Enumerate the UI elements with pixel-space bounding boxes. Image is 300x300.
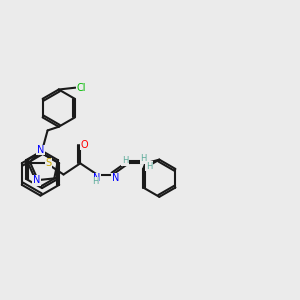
Text: H: H: [92, 177, 99, 186]
Text: S: S: [45, 158, 51, 168]
Text: N: N: [33, 175, 40, 185]
Text: N: N: [93, 173, 101, 183]
Text: H: H: [122, 156, 128, 165]
Text: H: H: [140, 154, 147, 163]
Text: N: N: [37, 145, 44, 155]
Text: H: H: [146, 162, 152, 171]
Text: N: N: [112, 173, 119, 183]
Text: O: O: [80, 140, 88, 150]
Text: Cl: Cl: [76, 83, 86, 93]
